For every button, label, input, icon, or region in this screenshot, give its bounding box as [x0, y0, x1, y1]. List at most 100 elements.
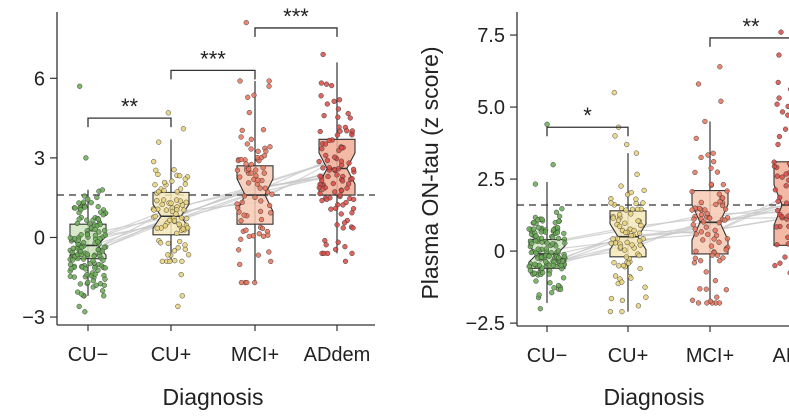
data-point [167, 258, 173, 264]
data-point [551, 285, 557, 291]
data-point [698, 154, 704, 161]
data-point [90, 278, 96, 284]
significance-bracket [709, 37, 789, 47]
data-point [532, 181, 539, 187]
data-point [629, 206, 636, 212]
data-point [704, 210, 710, 217]
data-point [527, 267, 534, 274]
data-point [617, 244, 624, 250]
outlier-point [611, 90, 617, 96]
data-point [623, 207, 629, 213]
data-point [617, 223, 623, 229]
data-point [723, 247, 729, 253]
data-point [349, 128, 355, 134]
data-point [154, 225, 160, 231]
data-point [628, 211, 634, 217]
outlier-point [544, 121, 550, 127]
data-point [697, 205, 703, 212]
data-point [267, 202, 273, 209]
data-point [555, 235, 562, 242]
x-tick-label: MCI+ [686, 345, 734, 367]
data-point [334, 222, 340, 228]
data-point [252, 279, 258, 286]
data-point [333, 205, 339, 211]
data-point [562, 240, 568, 246]
data-point [607, 308, 614, 315]
data-point [533, 278, 539, 284]
data-point [709, 252, 715, 258]
data-point [689, 207, 695, 213]
data-point [238, 156, 244, 163]
data-point [238, 218, 244, 224]
trend-line [546, 203, 789, 257]
data-point [326, 137, 332, 144]
data-point [243, 161, 249, 167]
data-point [175, 245, 181, 251]
significance-bracket [87, 117, 172, 128]
data-point [695, 300, 702, 306]
data-point [246, 233, 252, 240]
data-point [640, 200, 646, 206]
data-point [340, 225, 346, 231]
data-point [331, 166, 338, 173]
data-point [156, 139, 162, 145]
trend-line [546, 205, 789, 265]
data-point [618, 205, 625, 211]
data-point [245, 94, 251, 100]
x-tick-label: CU+ [608, 345, 649, 367]
data-point [100, 288, 106, 294]
outlier-point [635, 303, 642, 309]
x-axis-title: Diagnosis [604, 384, 705, 410]
data-point [350, 166, 357, 172]
data-point [258, 216, 265, 223]
data-point [643, 294, 649, 300]
data-point [554, 230, 560, 236]
data-point [702, 118, 708, 125]
data-point [238, 279, 245, 286]
data-point [628, 189, 634, 196]
data-point [159, 258, 165, 264]
data-point [239, 199, 245, 205]
data-point [334, 172, 340, 178]
data-point [713, 232, 720, 238]
data-point [100, 212, 106, 218]
data-point [248, 170, 254, 176]
outlier-point [77, 83, 83, 89]
data-point [78, 232, 84, 238]
y-axis-title: Plasma ON-tau (z score) [417, 46, 443, 299]
data-point [337, 192, 343, 198]
data-point [705, 231, 711, 237]
data-point [330, 180, 336, 187]
data-point [528, 249, 534, 256]
data-point [71, 274, 77, 280]
data-point [184, 215, 190, 222]
outlier-point [266, 83, 272, 89]
data-point [535, 246, 541, 252]
data-point [263, 148, 269, 154]
data-point [776, 133, 783, 140]
data-point [174, 189, 180, 195]
data-point [536, 262, 542, 268]
data-point [724, 236, 731, 242]
data-point [254, 154, 261, 161]
data-point [556, 218, 562, 224]
data-point [237, 174, 243, 180]
data-point [338, 211, 344, 217]
data-point [102, 265, 108, 271]
data-point [692, 169, 698, 176]
data-point [85, 279, 91, 285]
data-point [268, 258, 274, 265]
data-point [182, 176, 188, 182]
data-point [336, 97, 343, 103]
data-point [152, 213, 158, 219]
data-point [623, 229, 629, 236]
data-point [641, 187, 647, 193]
data-point [159, 201, 165, 208]
y-tick-label: −3 [22, 307, 45, 329]
data-point [720, 181, 726, 188]
data-point [705, 152, 711, 158]
data-point [97, 221, 103, 228]
data-point [84, 232, 91, 238]
data-point [691, 260, 698, 266]
significance-bracket [546, 126, 629, 137]
